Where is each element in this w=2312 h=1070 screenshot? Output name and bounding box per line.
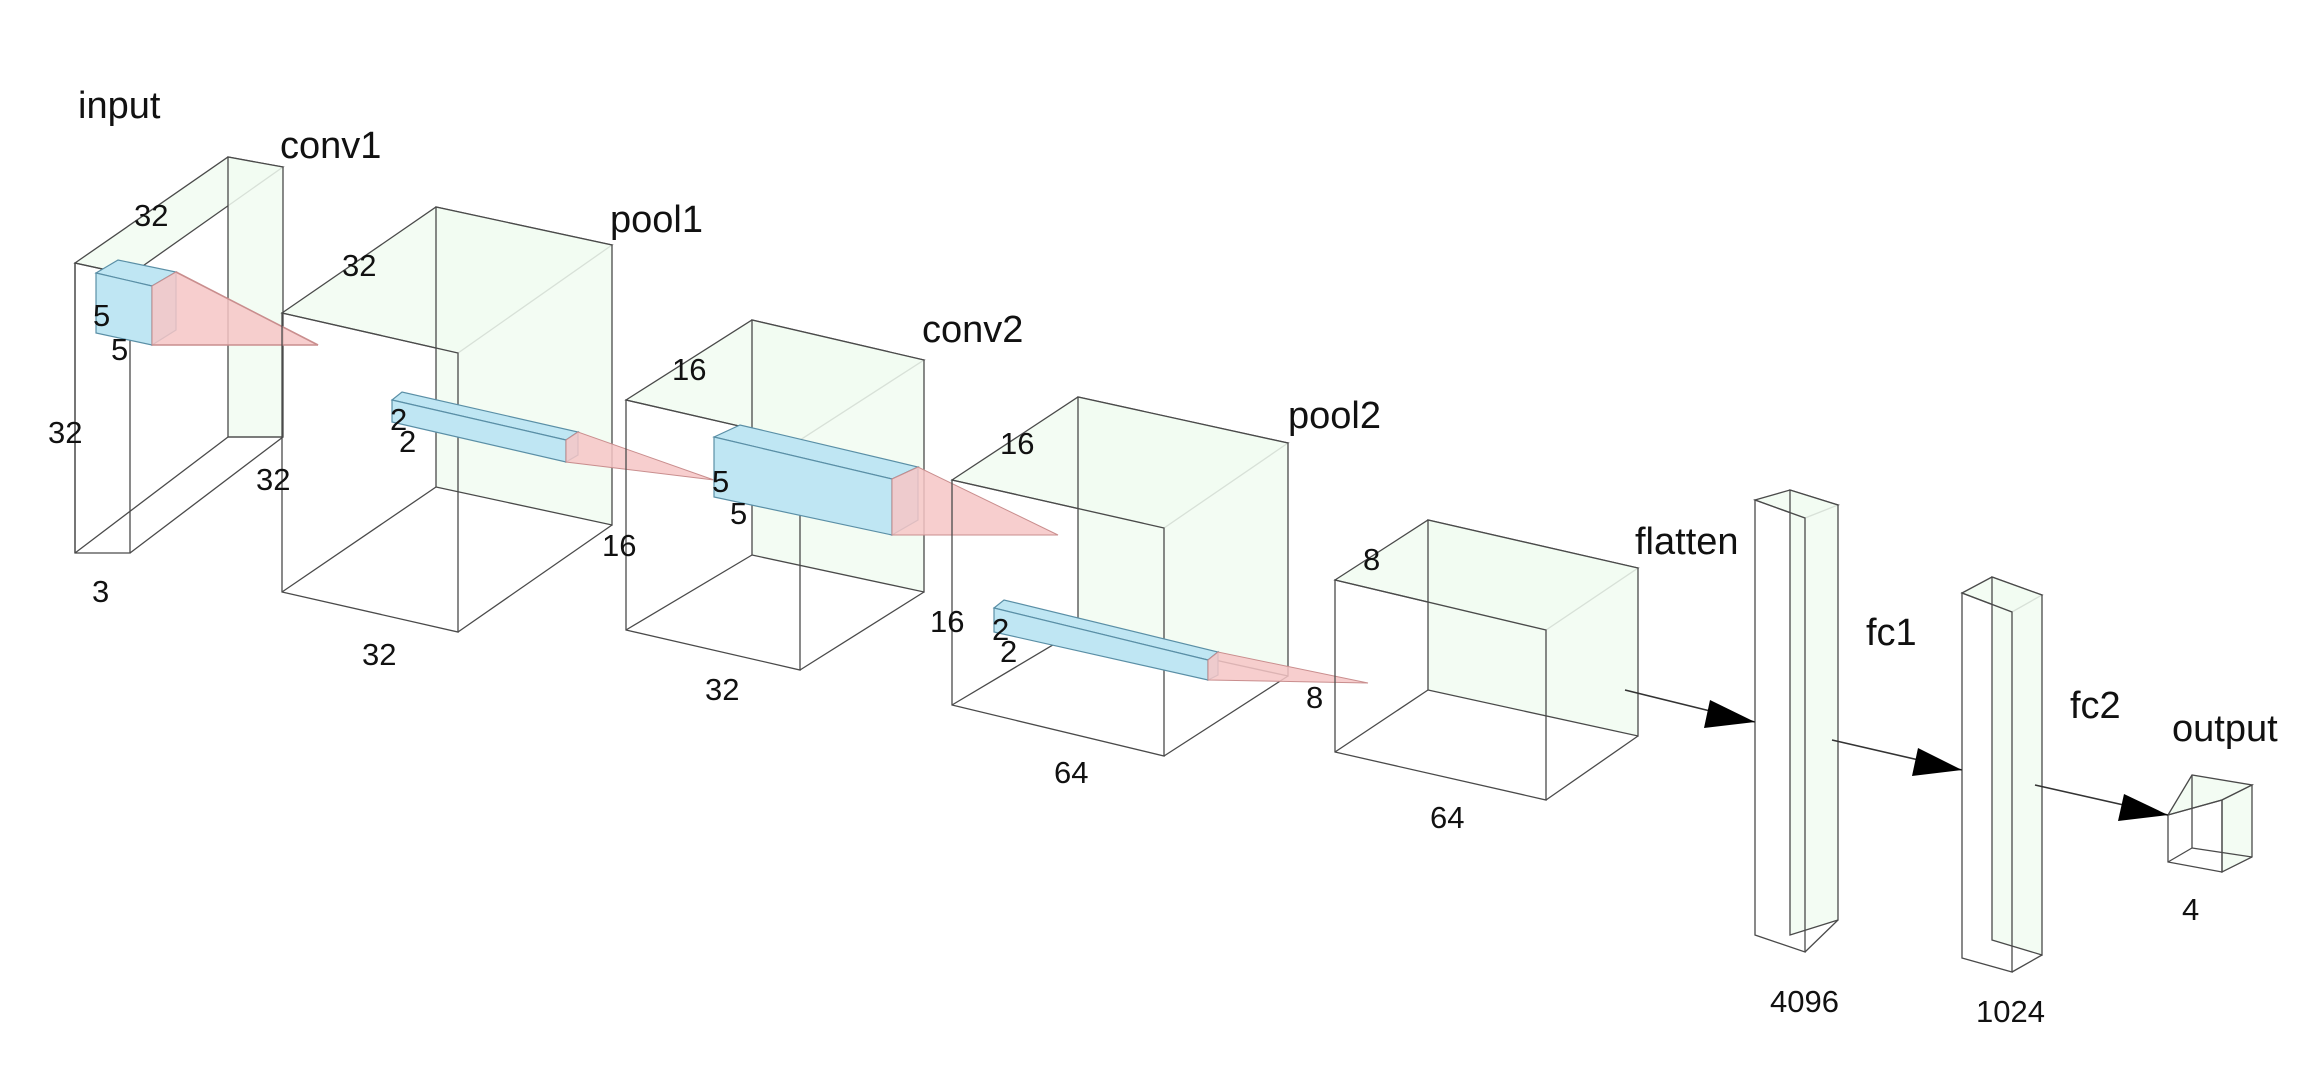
label-flatten: flatten: [1635, 521, 1739, 563]
dim-fc1-size: 1024: [1976, 994, 2045, 1029]
dim-fc2-size: 4: [2182, 892, 2199, 927]
label-input: input: [78, 85, 161, 127]
kernel-input-h: 5: [93, 298, 110, 333]
label-fc2: fc2: [2070, 685, 2121, 727]
conv2-kernel: [992, 599, 1369, 684]
label-output: output: [2172, 708, 2278, 750]
input-kernel: [94, 259, 319, 347]
dim-flatten-size: 4096: [1770, 984, 1839, 1019]
arrowhead-icon: [1704, 700, 1755, 728]
arrowhead-icon: [2118, 794, 2168, 821]
kernel-pool1-h: 5: [712, 464, 729, 499]
connector-flatten-fc1: [1831, 739, 1963, 776]
dim-conv2-depth: 64: [1054, 755, 1088, 790]
dim-pool2-width: 8: [1363, 542, 1380, 577]
dim-pool2-depth: 64: [1430, 800, 1464, 835]
label-conv2: conv2: [922, 309, 1023, 351]
dim-conv1-width: 32: [342, 248, 376, 283]
kernel-conv1-h: 2: [390, 402, 407, 437]
dim-input-height: 32: [48, 415, 82, 450]
label-conv1: conv1: [280, 125, 381, 167]
pool2-block: [1333, 519, 1640, 801]
fc2-block: [2166, 774, 2255, 874]
dim-pool1-height: 16: [602, 528, 636, 563]
flatten-block: [1752, 489, 1840, 953]
dim-pool2-height: 8: [1306, 680, 1323, 715]
label-pool1: pool1: [610, 199, 703, 241]
dim-pool1-width: 16: [672, 352, 706, 387]
dim-conv2-height: 16: [930, 604, 964, 639]
dim-conv1-depth: 32: [362, 637, 396, 672]
kernel-conv2-h: 2: [992, 612, 1009, 647]
dim-pool1-depth: 32: [705, 672, 739, 707]
kernel-input-w: 5: [111, 332, 128, 367]
input-block: [73, 156, 285, 554]
connector-fc1-fc2: [2034, 784, 2169, 821]
label-fc1: fc1: [1866, 612, 1917, 654]
label-pool2: pool2: [1288, 395, 1381, 437]
conv1-kernel: [390, 391, 715, 481]
pool1-kernel: [712, 424, 1059, 537]
conv2-block: [950, 396, 1290, 757]
dim-conv2-width: 16: [1000, 426, 1034, 461]
fc1-block: [1960, 576, 2044, 973]
dim-conv1-height: 32: [256, 462, 290, 497]
kernel-conv1-w: 2: [399, 424, 416, 459]
arrowhead-icon: [1912, 748, 1962, 776]
connector-pool2-flatten: [1624, 689, 1756, 728]
kernel-conv2-w: 2: [1000, 634, 1017, 669]
dim-input-depth: 3: [92, 574, 109, 609]
kernel-pool1-w: 5: [730, 496, 747, 531]
dim-input-width: 32: [134, 198, 168, 233]
